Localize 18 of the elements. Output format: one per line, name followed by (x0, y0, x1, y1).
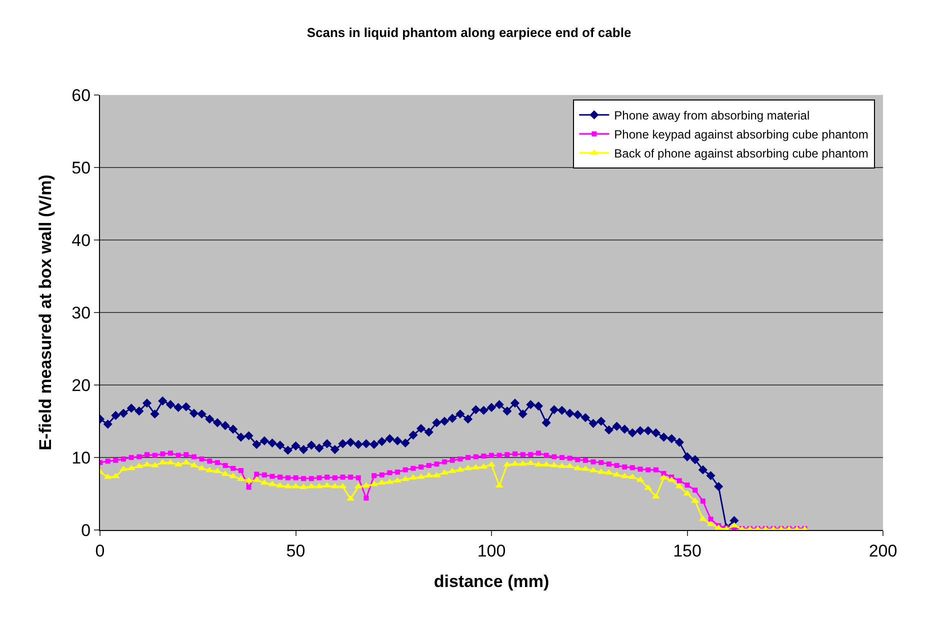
legend-label: Phone away from absorbing material (614, 108, 810, 123)
x-tick-label: 50 (286, 541, 306, 560)
x-tick-label: 100 (477, 541, 506, 560)
legend-label: Back of phone against absorbing cube phantom (614, 146, 868, 161)
y-axis-title: E-field measured at box wall (V/m) (36, 174, 56, 450)
y-tick-label: 40 (72, 230, 91, 250)
x-axis-title: distance (mm) (434, 572, 550, 591)
x-tick-label: 0 (95, 541, 105, 560)
chart-title: Scans in liquid phantom along earpiece end of cable (306, 25, 632, 40)
y-tick-label: 60 (72, 86, 91, 105)
y-tick-label: 50 (72, 158, 91, 178)
y-tick-label: 0 (81, 520, 91, 540)
x-tick-label: 200 (868, 541, 898, 560)
y-tick-label: 10 (72, 448, 91, 468)
y-tick-label: 30 (72, 303, 91, 322)
x-tick-label: 150 (673, 541, 702, 560)
legend-label: Phone keypad against absorbing cube phantom (614, 128, 868, 142)
y-tick-label: 20 (72, 376, 91, 395)
